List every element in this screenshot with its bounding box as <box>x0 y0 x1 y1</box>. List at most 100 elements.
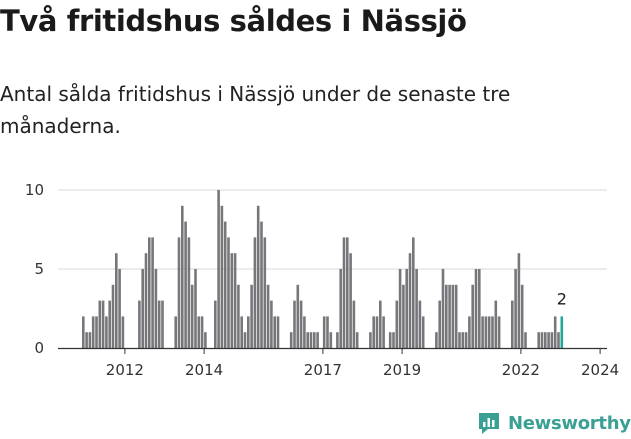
bar <box>247 316 250 348</box>
bar <box>101 300 105 348</box>
y-tick-label: 0 <box>34 339 44 357</box>
bar <box>223 221 227 348</box>
bar <box>349 253 352 348</box>
x-tick-label: 2017 <box>304 361 342 379</box>
bar <box>276 316 280 348</box>
bar <box>438 300 441 348</box>
bar <box>220 205 224 348</box>
bar <box>194 269 197 348</box>
bar <box>464 332 468 348</box>
bar <box>214 300 217 348</box>
bar <box>514 269 517 348</box>
bar <box>161 300 164 348</box>
bar <box>197 316 201 348</box>
bar <box>471 284 474 348</box>
bar <box>557 332 560 348</box>
bar <box>388 332 392 348</box>
bar <box>372 316 375 348</box>
bar <box>369 332 372 348</box>
bar <box>82 316 85 348</box>
bar <box>336 332 339 348</box>
bar <box>418 300 422 348</box>
bar <box>478 269 481 348</box>
bar <box>481 316 484 348</box>
bar <box>398 269 402 348</box>
bar <box>494 300 498 348</box>
bar <box>342 237 346 348</box>
bar <box>484 316 488 348</box>
bar <box>217 190 220 348</box>
bar <box>408 253 412 348</box>
bar <box>547 332 550 348</box>
bar <box>266 284 270 348</box>
bar <box>144 253 148 348</box>
bar <box>415 269 418 348</box>
bar <box>181 205 184 348</box>
bar <box>260 221 263 348</box>
x-axis-tick-labels: 2012 2014 2017 2019 2022 2024 <box>106 361 619 379</box>
bar <box>375 316 379 348</box>
bar <box>461 332 465 348</box>
bar <box>187 237 191 348</box>
bar <box>544 332 547 348</box>
bar <box>148 237 151 348</box>
bar <box>118 269 121 348</box>
bar <box>303 316 306 348</box>
bar <box>352 300 356 348</box>
bar <box>520 284 524 348</box>
bar <box>355 332 359 348</box>
y-tick-label: 10 <box>25 181 44 199</box>
bar <box>111 284 115 348</box>
bars <box>82 190 564 348</box>
x-tick-label: 2012 <box>106 361 144 379</box>
bar <box>553 316 557 348</box>
y-tick-label: 5 <box>34 260 44 278</box>
latest-value-label: 2 <box>557 289 567 308</box>
bar <box>95 316 98 348</box>
x-tick-label: 2024 <box>581 361 619 379</box>
bar <box>138 300 141 348</box>
bar <box>256 205 260 348</box>
bar <box>88 332 92 348</box>
data-labels: 2 <box>557 289 567 308</box>
bar-chart: 0 5 10 2012 2014 2017 2019 2022 2024 2 <box>25 181 619 379</box>
bar <box>233 253 237 348</box>
bar <box>273 316 276 348</box>
bar <box>441 269 445 348</box>
bar <box>468 316 471 348</box>
bar <box>174 316 177 348</box>
bar <box>296 284 300 348</box>
bar <box>382 316 385 348</box>
bar <box>435 332 438 348</box>
bar <box>448 284 451 348</box>
bar <box>190 284 194 348</box>
bar <box>537 332 540 348</box>
bar <box>91 316 95 348</box>
gridlines <box>58 189 607 270</box>
y-axis-tick-labels: 0 5 10 <box>25 181 44 357</box>
bar <box>253 237 257 348</box>
bar-latest <box>560 316 564 348</box>
bar <box>121 316 125 348</box>
bar <box>405 269 408 348</box>
bar <box>517 253 521 348</box>
x-tick-label: 2022 <box>502 361 540 379</box>
bar <box>395 300 399 348</box>
bar <box>108 300 111 348</box>
bar <box>115 253 118 348</box>
x-tick-label: 2019 <box>383 361 421 379</box>
bar <box>511 300 514 348</box>
bar <box>270 300 273 348</box>
newsworthy-logo-icon <box>479 413 499 434</box>
bar <box>326 316 329 348</box>
bar <box>421 316 425 348</box>
bar <box>346 237 349 348</box>
bar <box>200 316 204 348</box>
bar <box>451 284 455 348</box>
bar <box>85 332 88 348</box>
bar <box>141 269 144 348</box>
bar <box>524 332 527 348</box>
chart-title: Två fritidshus såldes i Nässjö <box>0 4 467 38</box>
bar <box>204 332 207 348</box>
chart-subtitle: Antal sålda fritidshus i Nässjö under de… <box>0 82 511 138</box>
